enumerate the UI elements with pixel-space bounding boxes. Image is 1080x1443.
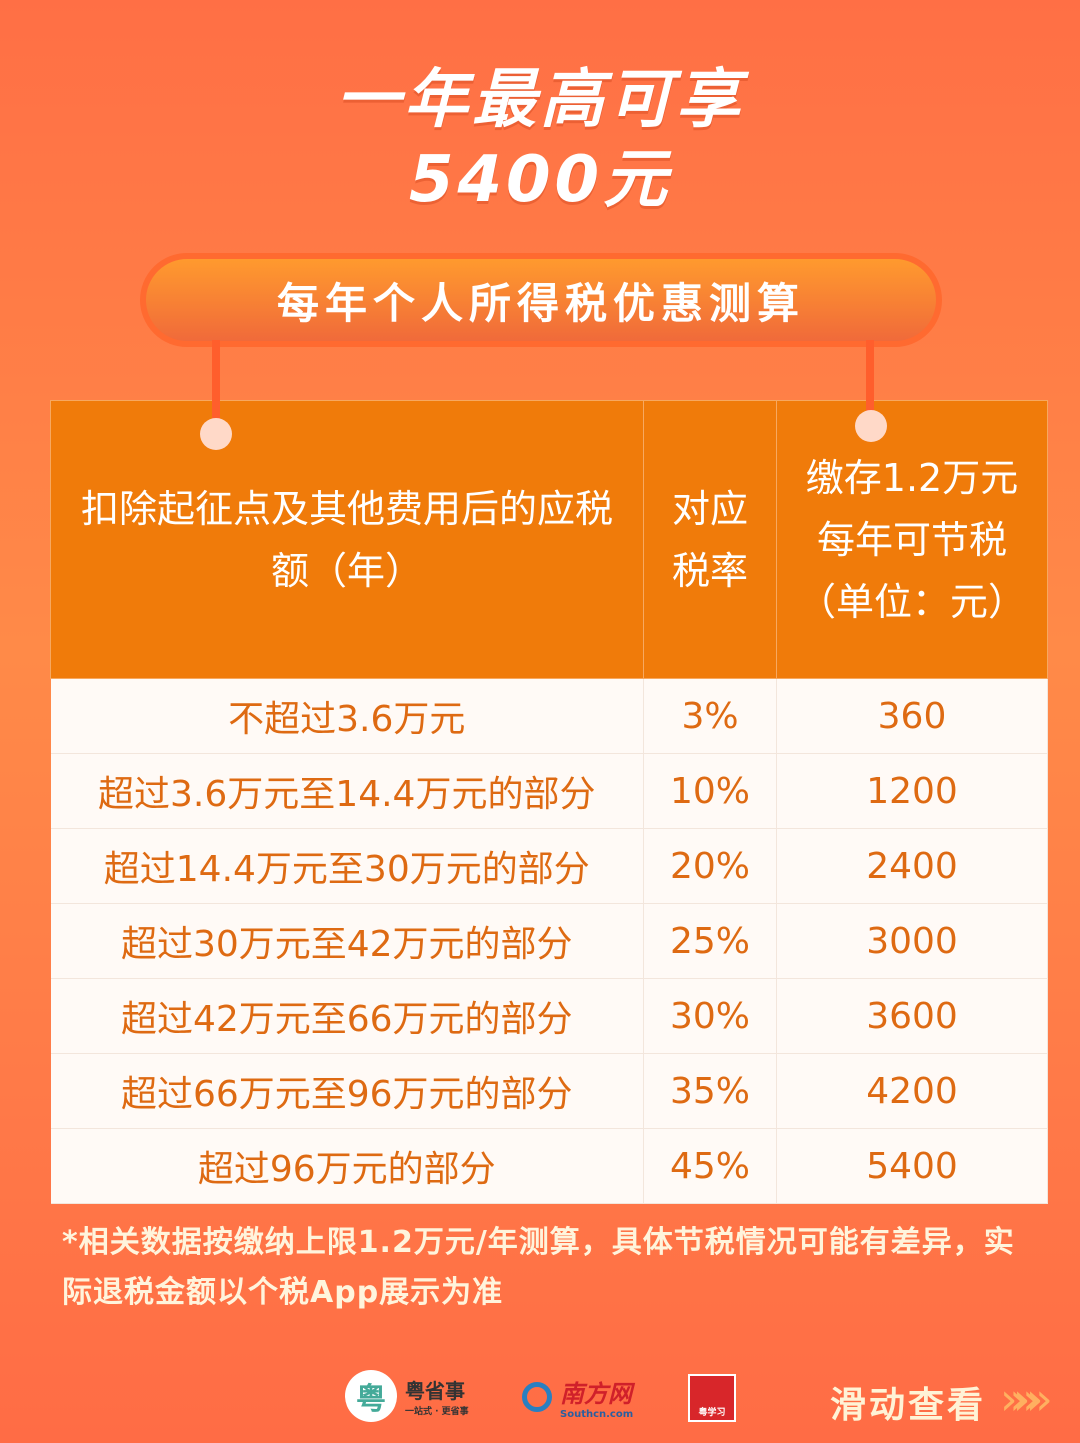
table-row: 超过42万元至66万元的部分 30% 3600: [50, 978, 1048, 1054]
tax-saving: 3600: [776, 978, 1048, 1054]
tax-saving: 5400: [776, 1128, 1048, 1204]
logo-sub: Southcn.com: [560, 1409, 634, 1420]
tax-saving: 3000: [776, 903, 1048, 979]
taxable-range: 超过96万元的部分: [50, 1128, 644, 1204]
logo-name: 南方网: [560, 1380, 632, 1408]
tax-saving: 360: [776, 678, 1048, 754]
logo-name: 粤省事: [405, 1379, 465, 1403]
southcn-icon: [522, 1382, 552, 1412]
connector-dot-left: [200, 418, 232, 450]
table-row: 不超过3.6万元 3% 360: [50, 678, 1048, 754]
yueshengshi-icon: 粤: [345, 1370, 397, 1422]
header-taxable: 扣除起征点及其他费用后的应税额（年）: [50, 400, 644, 679]
tax-rate: 25%: [643, 903, 777, 979]
tax-saving: 1200: [776, 753, 1048, 829]
table-row: 超过96万元的部分 45% 5400: [50, 1128, 1048, 1204]
tax-saving: 4200: [776, 1053, 1048, 1129]
tax-rate: 20%: [643, 828, 777, 904]
tax-table: 扣除起征点及其他费用后的应税额（年） 对应税率 缴存1.2万元每年可节税（单位：…: [50, 400, 1048, 1204]
connector-dot-right: [855, 410, 887, 442]
tax-rate: 30%: [643, 978, 777, 1054]
table-row: 超过30万元至42万元的部分 25% 3000: [50, 903, 1048, 979]
title-line-2: 5400元: [408, 143, 672, 217]
tax-rate: 3%: [643, 678, 777, 754]
tax-rate: 10%: [643, 753, 777, 829]
footer: 粤 粤省事一站式 · 更省事 南方网 Southcn.com 粤学习 滑动查看 »…: [0, 1370, 1080, 1430]
table-row: 超过66万元至96万元的部分 35% 4200: [50, 1053, 1048, 1129]
header-rate: 对应税率: [643, 400, 777, 679]
logo-yueshengshi: 粤 粤省事一站式 · 更省事: [345, 1370, 469, 1422]
logo-name: 粤学习: [698, 1408, 726, 1418]
logo-sub: 一站式 · 更省事: [405, 1407, 469, 1417]
footnote: *相关数据按缴纳上限1.2万元/年测算，具体节税情况可能有差异，实际退税金额以个…: [62, 1225, 1015, 1310]
table-row: 超过14.4万元至30万元的部分 20% 2400: [50, 828, 1048, 904]
chevron-right-icon: »»»: [1000, 1374, 1053, 1425]
table-row: 超过3.6万元至14.4万元的部分 10% 1200: [50, 753, 1048, 829]
swipe-hint[interactable]: 滑动查看: [830, 1385, 987, 1426]
taxable-range: 超过42万元至66万元的部分: [50, 978, 644, 1054]
connector-right: [866, 340, 874, 426]
taxable-range: 超过3.6万元至14.4万元的部分: [50, 753, 644, 829]
tax-rate: 35%: [643, 1053, 777, 1129]
tax-rate: 45%: [643, 1128, 777, 1204]
logo-southcn: 南方网 Southcn.com: [522, 1374, 633, 1420]
header-saving: 缴存1.2万元每年可节税（单位：元）: [776, 400, 1048, 679]
connector-left: [212, 340, 220, 432]
logo-yuexuexi: 粤学习: [688, 1374, 736, 1422]
banner: 每年个人所得税优惠测算: [140, 253, 942, 347]
taxable-range: 超过66万元至96万元的部分: [50, 1053, 644, 1129]
taxable-range: 不超过3.6万元: [50, 678, 644, 754]
tax-saving: 2400: [776, 828, 1048, 904]
taxable-range: 超过14.4万元至30万元的部分: [50, 828, 644, 904]
title-line-1: 一年最高可享: [336, 63, 744, 137]
taxable-range: 超过30万元至42万元的部分: [50, 903, 644, 979]
